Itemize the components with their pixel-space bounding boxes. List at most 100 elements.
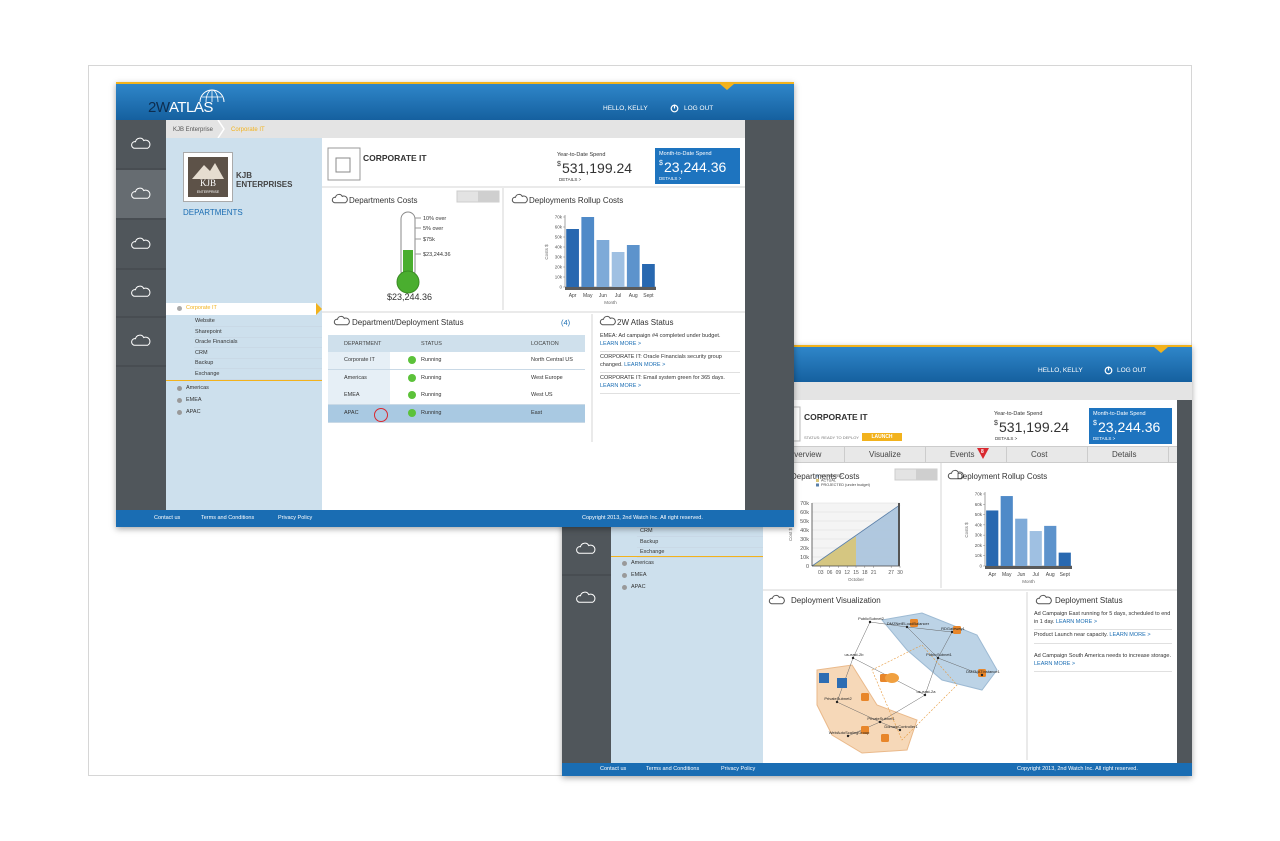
legend-swatch bbox=[816, 483, 819, 487]
menu-item[interactable]: Website bbox=[195, 318, 215, 324]
tab[interactable]: Details bbox=[1112, 450, 1137, 459]
menu-item[interactable]: CRM bbox=[640, 528, 653, 534]
menu-row bbox=[637, 537, 763, 548]
ytd-label: Year-to-Date Spend bbox=[994, 411, 1043, 417]
node-dot bbox=[878, 720, 882, 724]
node-label: DMZNetELoadBalancer bbox=[887, 621, 930, 626]
node-dot bbox=[835, 700, 839, 704]
menu-item[interactable]: Americas bbox=[631, 560, 654, 566]
logo-globe bbox=[199, 89, 225, 103]
x-tick-label: May bbox=[1002, 572, 1012, 578]
learn-more[interactable]: LEARN MORE > bbox=[600, 340, 642, 347]
bar bbox=[596, 240, 610, 287]
status-text: EMEA: Ad campaign #4 completed under bud… bbox=[600, 333, 721, 339]
menu-item[interactable]: Exchange bbox=[195, 370, 220, 377]
table-row[interactable] bbox=[328, 404, 585, 423]
y-tick-label: 0 bbox=[979, 564, 982, 569]
footer-link[interactable]: Terms and Conditions bbox=[201, 515, 255, 521]
x-tick-label: 27 bbox=[888, 570, 894, 576]
menu-row bbox=[637, 547, 763, 558]
logout[interactable]: LOG OUT bbox=[684, 105, 714, 112]
node-dot bbox=[936, 656, 940, 660]
menu-item[interactable]: Backup bbox=[195, 360, 214, 366]
menu-item[interactable]: APAC bbox=[186, 409, 201, 415]
x-axis-label: October bbox=[848, 577, 865, 582]
column-header: DEPARTMENT bbox=[344, 341, 382, 347]
learn-more[interactable]: LEARN MORE > bbox=[624, 361, 666, 368]
menu-item[interactable]: Americas bbox=[186, 385, 209, 391]
node-label: us-east-2a bbox=[917, 689, 937, 694]
x-tick-label: Apr bbox=[569, 293, 577, 299]
menu-item[interactable]: Backup bbox=[640, 538, 659, 545]
edge bbox=[879, 694, 926, 723]
menu-item[interactable]: Oracle Financials bbox=[195, 339, 238, 345]
footer-link[interactable]: Contact us bbox=[600, 766, 627, 772]
bar bbox=[566, 229, 579, 287]
node-dot bbox=[950, 630, 954, 634]
y-tick-label: 0 bbox=[559, 285, 562, 290]
thermo-fill bbox=[403, 250, 413, 282]
cell: Corporate IT bbox=[344, 357, 375, 363]
menu-selected bbox=[166, 303, 316, 315]
menu-item[interactable]: CRM bbox=[195, 349, 208, 356]
node-dot bbox=[851, 656, 855, 660]
edge bbox=[836, 701, 881, 723]
learn-more[interactable]: LEARN MORE > bbox=[1034, 660, 1076, 667]
area bbox=[812, 536, 856, 566]
status-item: Ad Campaign East running for 5 days, sch… bbox=[1034, 611, 1172, 630]
tab[interactable]: Visualize bbox=[869, 450, 901, 459]
x-tick-label: May bbox=[583, 293, 593, 299]
menu-selected-marker bbox=[316, 303, 322, 315]
y-axis-label: Cost $ bbox=[788, 528, 793, 542]
logo-part: ATLAS bbox=[168, 99, 213, 116]
area bbox=[812, 504, 900, 566]
tab[interactable]: Events bbox=[950, 450, 975, 459]
view-toggle-on bbox=[916, 469, 937, 480]
x-axis-label: Month bbox=[1022, 579, 1035, 584]
footer-link[interactable]: Privacy Policy bbox=[721, 766, 756, 772]
logo[interactable]: 2WATLAS bbox=[148, 99, 213, 116]
edge bbox=[937, 631, 953, 659]
logout[interactable]: LOG OUT bbox=[1117, 367, 1147, 374]
ytd-value: 531,199.24 bbox=[562, 160, 633, 176]
tab[interactable]: Overview bbox=[788, 450, 822, 459]
bar bbox=[611, 252, 625, 287]
row-label-cell bbox=[328, 387, 390, 404]
breadcrumb[interactable]: KJB Enterprise bbox=[173, 127, 214, 133]
learn-more[interactable]: LEARN MORE > bbox=[1055, 618, 1098, 625]
menu-item[interactable]: Sharepoint bbox=[195, 328, 222, 335]
menu-item[interactable]: EMEA bbox=[186, 397, 202, 403]
ytd-details[interactable]: DETAILS > bbox=[559, 177, 582, 182]
tab[interactable]: Cost bbox=[1031, 450, 1048, 459]
status-count[interactable]: (4) bbox=[561, 318, 571, 327]
launch-button[interactable]: LAUNCH bbox=[862, 433, 902, 441]
menu-item[interactable]: Exchange bbox=[640, 549, 665, 555]
footer-link[interactable]: Terms and Conditions bbox=[646, 766, 700, 772]
greeting[interactable]: HELLO, KELLY bbox=[603, 105, 648, 112]
status-table: DEPARTMENT STATUS LOCATION Corporate IT Runn… bbox=[328, 335, 585, 424]
mtd-details[interactable]: DETAILS > bbox=[1093, 436, 1116, 441]
cloud-icon bbox=[768, 594, 785, 605]
ytd-details[interactable]: DETAILS > bbox=[995, 436, 1018, 441]
status-item: Product Launch near capacity. LEARN MORE… bbox=[1034, 632, 1172, 644]
cell: APAC bbox=[344, 409, 359, 416]
node-label: WebAutoScalingGroup bbox=[829, 730, 870, 735]
panel-title: Deployment Visualization bbox=[791, 596, 881, 605]
x-tick-label: 03 bbox=[818, 570, 824, 576]
mtd-details[interactable]: DETAILS > bbox=[659, 176, 682, 181]
footer-link[interactable]: Contact us bbox=[154, 515, 181, 521]
node-dot bbox=[898, 728, 902, 732]
events-badge-count: 8 bbox=[981, 449, 984, 455]
x-tick-label: Apr bbox=[988, 572, 996, 578]
footer-link[interactable]: Privacy Policy bbox=[278, 515, 313, 521]
menu-item[interactable]: EMEA bbox=[631, 572, 647, 578]
highlight-ring bbox=[374, 408, 388, 422]
cloud-icon bbox=[947, 469, 964, 480]
learn-more[interactable]: LEARN MORE > bbox=[600, 382, 642, 389]
menu-item-selected[interactable]: Corporate IT bbox=[186, 305, 217, 311]
menu-item[interactable]: APAC bbox=[631, 584, 646, 590]
greeting[interactable]: HELLO, KELLY bbox=[1038, 367, 1083, 374]
learn-more[interactable]: LEARN MORE > bbox=[1109, 632, 1151, 638]
cell: West US bbox=[531, 392, 553, 398]
x-tick-label: 06 bbox=[827, 570, 833, 576]
